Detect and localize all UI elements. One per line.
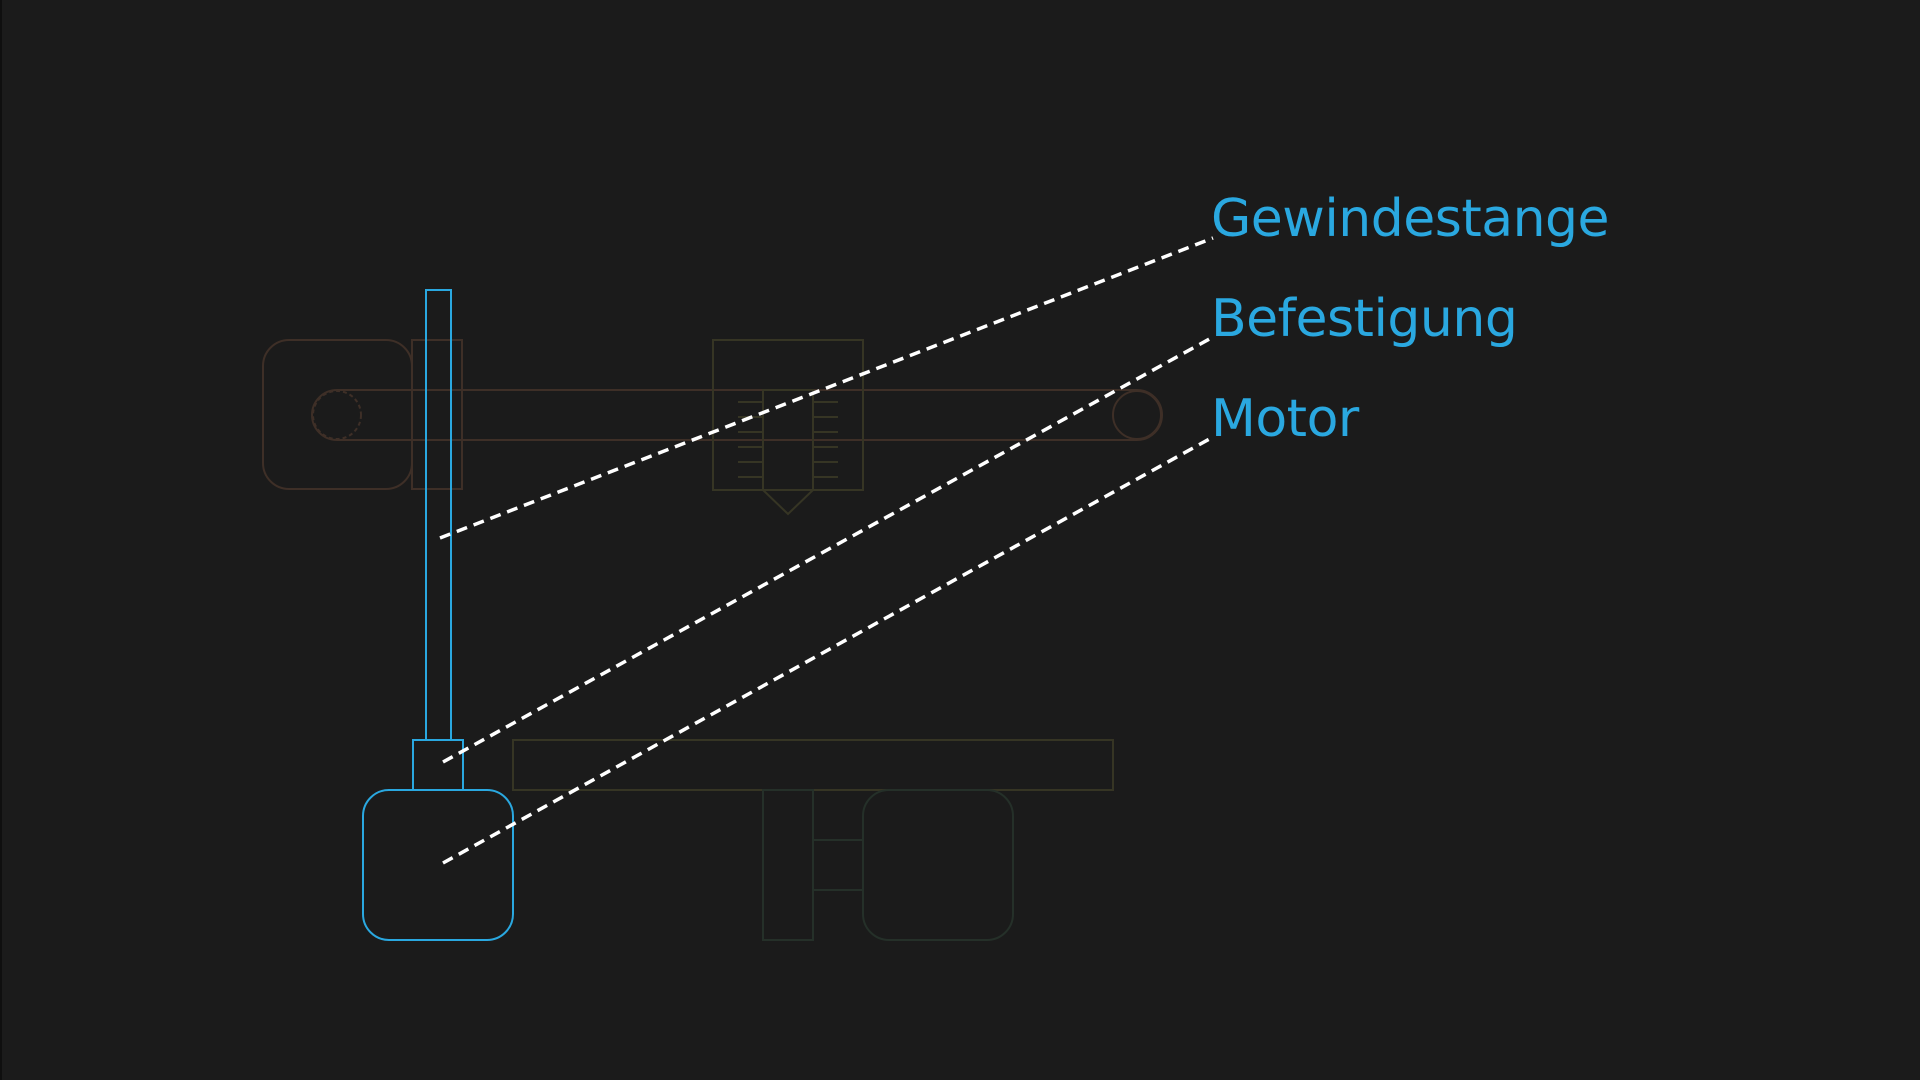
label-motor: Motor xyxy=(1211,389,1359,449)
faded-right-motor xyxy=(862,789,1014,941)
faded-print-head xyxy=(712,339,864,516)
faded-belt xyxy=(311,389,1163,441)
faded-belt-assembly xyxy=(262,339,1163,490)
faded-bed-assembly xyxy=(512,739,1114,941)
rod-mount xyxy=(412,739,464,791)
faded-right-pulley xyxy=(1112,390,1162,440)
leader-line-motor xyxy=(442,435,1214,865)
label-mount: Befestigung xyxy=(1211,289,1518,349)
faded-nozzle-body xyxy=(762,389,814,491)
motor-block xyxy=(362,789,514,941)
faded-carriage xyxy=(712,339,864,491)
faded-print-bed xyxy=(512,739,1114,791)
leader-lines xyxy=(439,236,1214,865)
faded-left-pulley xyxy=(312,390,362,440)
label-threaded-rod: Gewindestange xyxy=(1211,189,1610,249)
leader-line-threaded-rod xyxy=(439,236,1214,540)
z-axis-assembly xyxy=(362,289,514,941)
faded-left-motor-block xyxy=(262,339,413,490)
faded-bed-support xyxy=(762,789,814,941)
threaded-rod xyxy=(425,289,452,741)
faded-left-bracket xyxy=(411,339,463,490)
faded-nozzle-tip xyxy=(762,489,814,516)
faded-bed-coupler xyxy=(812,839,864,891)
leader-line-mount xyxy=(442,335,1214,764)
